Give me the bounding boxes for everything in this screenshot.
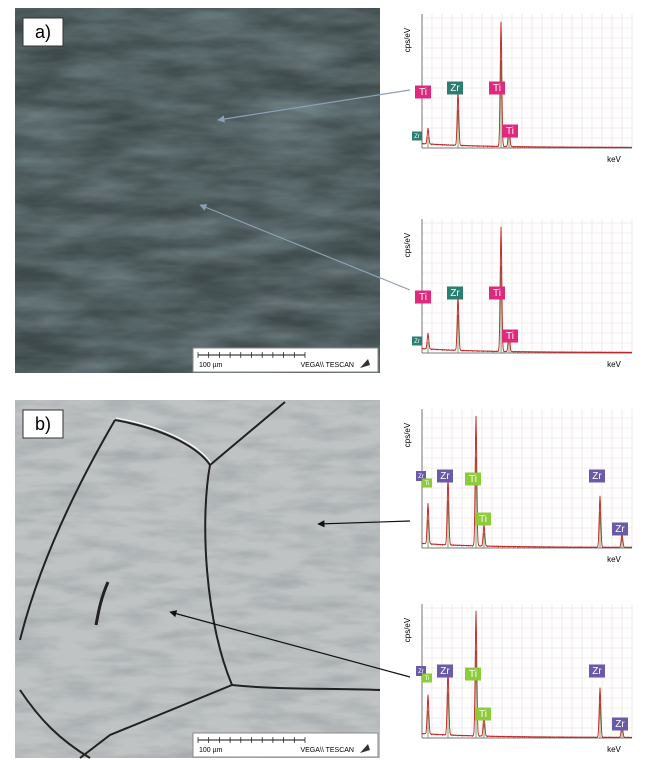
element-label: Zr (414, 134, 420, 140)
panel-label: a) (35, 22, 51, 42)
element-label: Ti (425, 676, 430, 682)
x-axis-label: keV (607, 555, 621, 564)
x-axis-label: keV (607, 360, 621, 369)
element-label: Zr (440, 471, 450, 482)
y-axis-label: cps/eV (403, 617, 412, 642)
element-label: Ti (469, 669, 477, 680)
element-label: Ti (469, 474, 477, 485)
x-axis-label: keV (607, 745, 621, 754)
element-label: Zr (450, 83, 460, 94)
element-label: Zr (414, 339, 420, 345)
spectrum: cps/eV keV Ti Zr Zr Ti Ti (403, 219, 632, 369)
element-label: Ti (506, 126, 514, 137)
element-label: Ti (493, 288, 501, 299)
element-label: Ti (479, 514, 487, 525)
scale-bar-label: 100 µm (199, 362, 223, 369)
element-label: Ti (493, 83, 501, 94)
element-label: Ti (425, 481, 430, 487)
instrument-label: VEGA\\ TESCAN (300, 747, 354, 754)
element-label: Zr (615, 719, 625, 730)
element-label: Zr (440, 666, 450, 677)
spectrum: cps/eV keV Ti Zr Zr Ti Ti (403, 14, 632, 164)
element-label: Zr (450, 288, 460, 299)
element-label: Zr (592, 471, 602, 482)
y-axis-label: cps/eV (403, 422, 412, 447)
element-label: Ti (419, 87, 427, 98)
element-label: Ti (506, 331, 514, 342)
panel-label: b) (35, 414, 51, 434)
sem-texture-a (15, 8, 380, 373)
figure: a) 100 µm VEGA\\ TESCAN cps/eV keV Ti Zr Zr Ti Ti… (0, 0, 651, 760)
element-label: Ti (419, 292, 427, 303)
element-label: Zr (592, 666, 602, 677)
y-axis-label: cps/eV (403, 27, 412, 52)
y-axis-label: cps/eV (403, 232, 412, 257)
scale-bar-label: 100 µm (199, 747, 223, 754)
instrument-label: VEGA\\ TESCAN (300, 362, 354, 369)
sem-texture-b (15, 400, 380, 758)
element-label: Ti (479, 709, 487, 720)
element-label: Zr (615, 524, 625, 535)
x-axis-label: keV (607, 155, 621, 164)
